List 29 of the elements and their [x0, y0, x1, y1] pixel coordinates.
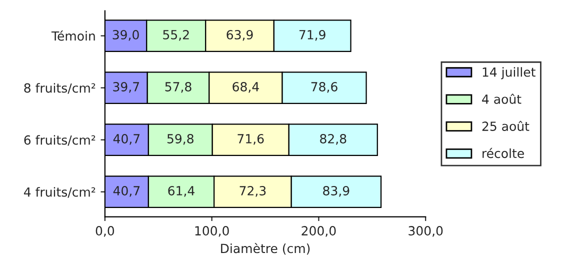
x-tick-label: 100,0	[195, 226, 229, 237]
x-axis-title: Diamètre (cm)	[221, 242, 310, 255]
data-label: 83,9	[323, 186, 350, 197]
data-label: 71,6	[238, 134, 264, 145]
data-label: 72,3	[240, 186, 266, 197]
legend-label: 4 août	[482, 94, 522, 104]
data-label: 71,9	[299, 30, 326, 41]
y-tick-label: 6 fruits/cm²	[24, 135, 96, 146]
x-tick-label: 0,0	[96, 226, 114, 237]
data-label: 78,6	[311, 82, 338, 93]
data-label: 82,8	[320, 134, 346, 145]
data-label: 57,8	[165, 82, 192, 93]
data-label: 40,7	[113, 134, 140, 145]
data-label: 68,4	[232, 82, 259, 93]
y-tick-label: 8 fruits/cm²	[24, 83, 96, 94]
x-tick-label: 300,0	[408, 226, 443, 237]
data-label: 55,2	[163, 30, 189, 41]
legend-label: 14 juillet	[482, 67, 536, 80]
data-label: 39,7	[113, 82, 140, 93]
legend-label: récolte	[482, 148, 524, 158]
data-label: 59,8	[167, 134, 194, 145]
legend-label: 25 août	[482, 120, 530, 131]
x-tick-label: 200,0	[302, 226, 336, 237]
data-label: 63,9	[226, 30, 253, 41]
data-label: 61,4	[168, 186, 194, 197]
y-tick-label: Témoin	[51, 30, 95, 41]
data-label: 39,0	[112, 30, 139, 41]
data-label: 40,7	[113, 186, 140, 197]
y-tick-label: 4 fruits/cm²	[24, 187, 96, 198]
